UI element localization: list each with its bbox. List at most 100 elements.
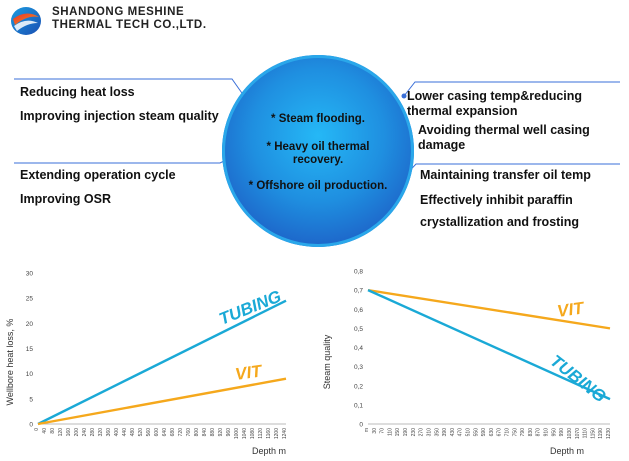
c2-x-tick-label: 750 [512, 428, 518, 437]
steam-quality-chart: 0 0,1 0,2 0,3 0,4 0,5 0,6 0,7 0,8 m 30 70 110 150 190… [322, 269, 612, 457]
c1-y-tick-label: 15 [26, 346, 34, 353]
heat-loss-tubing-label: TUBING [216, 287, 284, 329]
c2-x-tick-label: 510 [465, 428, 471, 437]
c1-x-tick-label: 400 [114, 428, 120, 437]
c1-x-tick-label: 320 [98, 428, 104, 437]
c2-x-tick-label: 870 [536, 428, 542, 437]
c1-x-tick-label: 40 [42, 428, 48, 434]
c1-y-tick-label: 30 [26, 271, 34, 278]
c1-x-tick-label: 1000 [234, 428, 240, 439]
c1-y-tick-label: 20 [26, 321, 34, 328]
application-item-steam-flooding: * Steam flooding. [271, 113, 365, 125]
c2-x-tick-label: 710 [505, 428, 511, 437]
benefit-improving-osr: Improving OSR [20, 192, 111, 206]
c2-x-tick-label: 30 [372, 428, 378, 434]
c2-x-tick-label: 550 [473, 428, 479, 437]
c1-x-tick-label: 760 [186, 428, 192, 437]
steam-quality-vit-label: VIT [556, 298, 586, 321]
c2-y-tick-label: 0,5 [354, 326, 363, 333]
benefit-maintaining-oil-temp: Maintaining transfer oil temp [420, 168, 591, 182]
c2-x-tick-label: 230 [411, 428, 417, 437]
c2-x-tick-label: 670 [497, 428, 503, 437]
c2-x-tick-label: 1190 [598, 428, 604, 439]
heat-loss-y-label: Wellbore heat loss, % [5, 319, 15, 406]
c2-x-tick-label: 990 [559, 428, 565, 437]
c1-x-tick-label: 240 [82, 428, 88, 437]
c1-x-tick-label: 720 [178, 428, 184, 437]
vit-steam-quality-line [367, 288, 611, 330]
c2-y-tick-label: 0,8 [354, 269, 363, 276]
c1-y-tick-label: 0 [29, 422, 33, 429]
vit-heat-loss-line [37, 377, 287, 426]
c2-x-tick-label: 270 [419, 428, 425, 437]
c1-x-tick-label: 1240 [282, 428, 288, 439]
application-item-heavy-oil: * Heavy oil thermal recovery. [266, 141, 370, 166]
c1-x-tick-label: 560 [146, 428, 152, 437]
heat-loss-vit-label: VIT [234, 361, 264, 384]
c1-x-tick-label: 480 [130, 428, 136, 437]
c1-x-tick-label: 1120 [258, 428, 264, 439]
c1-x-tick-label: 120 [58, 428, 64, 437]
c1-y-tick-label: 10 [26, 371, 34, 378]
c2-x-tick-label: 390 [442, 428, 448, 437]
c2-x-tick-label: 830 [528, 428, 534, 437]
c2-x-tick-label: m [364, 428, 370, 432]
c1-x-tick-label: 0 [34, 428, 40, 431]
company-name-line1: SHANDONG MESHINE [52, 6, 185, 18]
benefit-inhibit-paraffin: Effectively inhibit paraffin crystalliza… [420, 193, 580, 229]
c2-x-tick-label: 950 [551, 428, 557, 437]
c1-x-tick-label: 1200 [274, 428, 280, 439]
c1-x-tick-label: 640 [162, 428, 168, 437]
c2-y-tick-label: 0,6 [354, 307, 363, 314]
c2-y-tick-label: 0,4 [354, 345, 363, 352]
steam-quality-y-label: Steam quality [322, 334, 332, 389]
c2-x-tick-label: 1150 [590, 428, 596, 439]
c2-y-tick-label: 0,1 [354, 402, 363, 409]
application-item-offshore: * Offshore oil production. [248, 180, 388, 192]
c1-x-tick-label: 800 [194, 428, 200, 437]
steam-quality-tubing-label: TUBING [547, 351, 610, 406]
c1-y-tick-label: 25 [26, 296, 34, 303]
c2-x-tick-label: 150 [395, 428, 401, 437]
c1-x-tick-label: 840 [202, 428, 208, 437]
c1-x-tick-label: 1040 [242, 428, 248, 439]
c2-x-tick-label: 430 [450, 428, 456, 437]
c1-y-tick-label: 5 [29, 396, 33, 403]
c2-x-tick-label: 630 [489, 428, 495, 437]
c2-x-tick-label: 1030 [567, 428, 573, 439]
c1-x-tick-label: 920 [218, 428, 224, 437]
c2-x-tick-label: 790 [520, 428, 526, 437]
c1-x-tick-label: 360 [106, 428, 112, 437]
c2-x-tick-label: 910 [544, 428, 550, 437]
benefit-reducing-heat-loss: Reducing heat loss [20, 85, 135, 99]
c1-x-tick-label: 1160 [266, 428, 272, 439]
company-name: SHANDONG MESHINE THERMAL TECH CO.,LTD. [52, 6, 207, 32]
c1-x-tick-label: 960 [226, 428, 232, 437]
tubing-heat-loss-line [37, 299, 287, 426]
c1-x-tick-label: 200 [74, 428, 80, 437]
c2-x-tick-label: 470 [458, 428, 464, 437]
c1-x-tick-label: 160 [66, 428, 72, 437]
c2-y-tick-label: 0,7 [354, 288, 363, 295]
c2-x-tick-label: 1110 [583, 428, 589, 439]
c1-x-tick-label: 680 [170, 428, 176, 437]
benefit-improving-steam-quality: Improving injection steam quality [20, 109, 219, 123]
c1-x-tick-label: 520 [138, 428, 144, 437]
c2-x-tick-label: 310 [426, 428, 432, 437]
c1-x-tick-label: 440 [122, 428, 128, 437]
c2-x-tick-label: 110 [387, 428, 393, 436]
benefit-lower-casing-temp: Lower casing temp&reducing thermal expan… [407, 89, 583, 118]
benefit-extending-cycle: Extending operation cycle [20, 168, 176, 182]
c2-x-tick-label: 190 [403, 428, 409, 437]
c1-x-tick-label: 880 [210, 428, 216, 437]
c2-y-tick-label: 0 [359, 422, 363, 429]
steam-quality-x-label: Depth m [550, 446, 584, 456]
benefit-avoid-casing-damage: Avoiding thermal well casing damage [418, 123, 590, 152]
c1-x-tick-label: 1080 [250, 428, 256, 439]
c2-x-tick-label: 590 [481, 428, 487, 437]
c2-x-tick-label: 350 [434, 428, 440, 437]
tubing-steam-quality-line [367, 289, 611, 401]
c1-x-tick-label: 600 [154, 428, 160, 437]
c1-x-tick-label: 80 [50, 428, 56, 434]
